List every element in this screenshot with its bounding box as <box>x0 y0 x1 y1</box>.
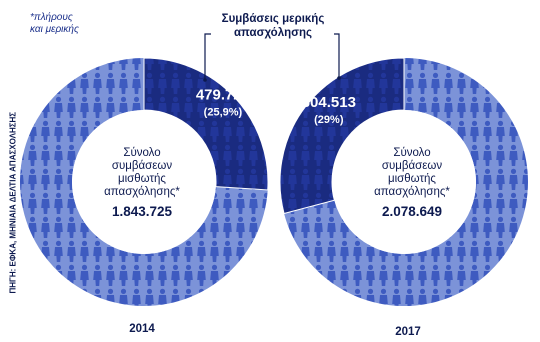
part-time-label-line-1: Συμβάσεις μερικής <box>221 13 325 25</box>
leader-line-2014 <box>204 33 211 80</box>
donut-2014: 479.727 (25,9%) Σύνολοσυμβάσεωνμισθωτήςαπα… <box>20 57 269 335</box>
center-label-2017-0: Σύνολο <box>393 147 430 159</box>
slice-full-time-2014 <box>20 58 268 306</box>
part-time-value-2017: 604.513 <box>302 94 356 111</box>
total-value-2014: 1.843.725 <box>112 204 173 219</box>
center-label-2014-1: συμβάσεων <box>112 160 172 172</box>
footnote-line-2: και μερικής <box>30 24 79 35</box>
leader-dot-2014 <box>203 78 207 82</box>
total-value-2017: 2.078.649 <box>382 204 442 219</box>
center-label-2014-0: Σύνολο <box>123 147 160 159</box>
year-label-2017: 2017 <box>395 326 421 338</box>
footnote: *πλήρους και μερικής <box>30 12 79 36</box>
part-time-label: Συμβάσεις μερικής απασχόλησης <box>212 12 334 40</box>
part-time-value-2014: 479.727 <box>196 87 250 104</box>
center-label-2017-2: μισθωτής <box>388 173 436 185</box>
center-label-2017-1: συμβάσεων <box>382 160 442 172</box>
year-label-2014: 2014 <box>129 323 155 335</box>
part-time-leader-lines <box>203 33 341 82</box>
part-time-label-line-2: απασχόλησης <box>233 27 312 39</box>
donut-hole-2014 <box>72 110 216 254</box>
donut-2017: 604.513 (29%) Σύνολοσυμβάσεωνμισθωτήςαπασχ… <box>279 57 528 338</box>
footnote-line-1: *πλήρους <box>30 12 73 23</box>
part-time-share-2014: (25,9%) <box>204 107 243 119</box>
center-label-2017-3: απασχόλησης* <box>374 186 450 198</box>
center-label-2014-3: απασχόλησης* <box>104 186 180 198</box>
donut-hole-2017 <box>332 110 476 254</box>
leader-dot-2017 <box>337 76 341 80</box>
leader-line-2017 <box>334 33 340 78</box>
slice-full-time-2017 <box>284 58 528 307</box>
center-label-2014-2: μισθωτής <box>118 173 166 185</box>
part-time-share-2017: (29%) <box>314 114 344 126</box>
